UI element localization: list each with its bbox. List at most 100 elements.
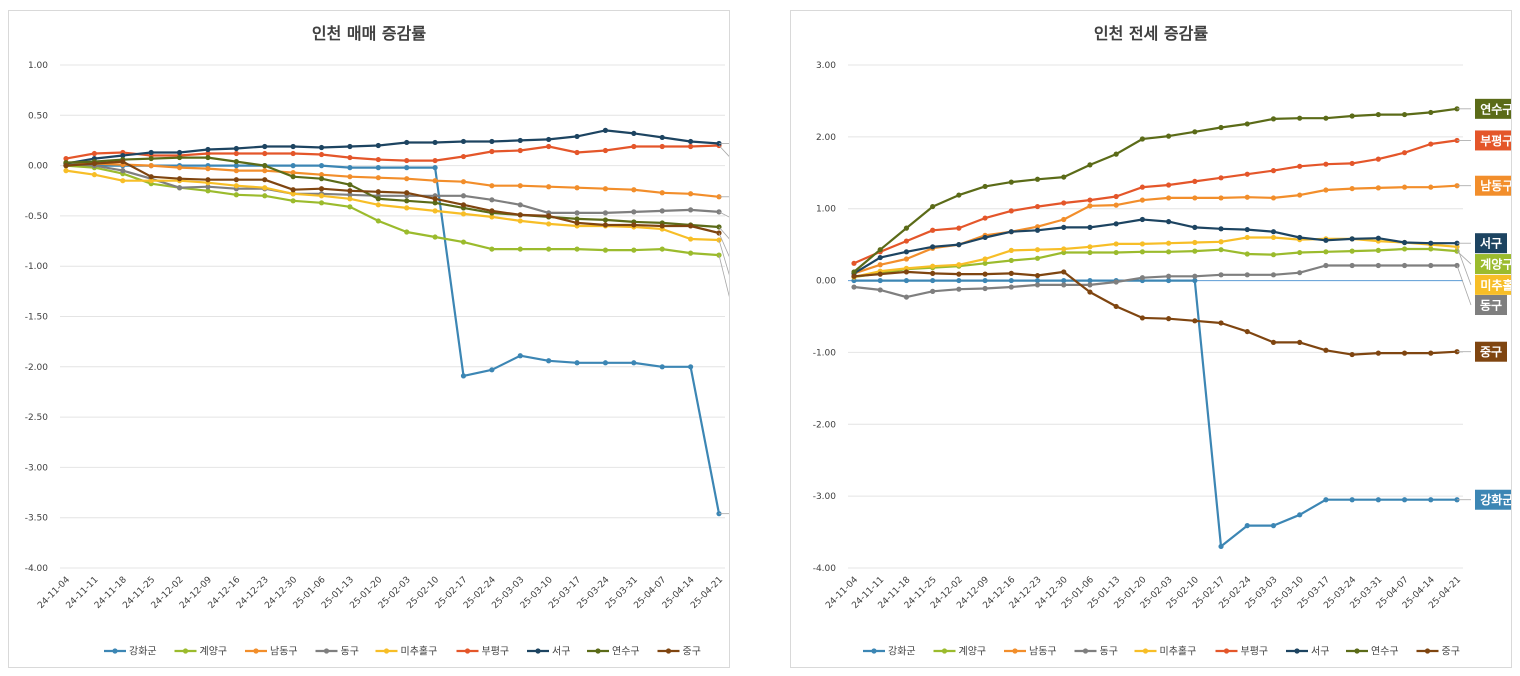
data-point (1139, 136, 1145, 142)
data-point (460, 239, 467, 245)
data-point (574, 220, 580, 226)
legend-entry: 동구 (1100, 646, 1118, 658)
data-point (546, 246, 552, 252)
data-point (1401, 239, 1408, 246)
data-point (148, 178, 154, 184)
data-point (1218, 175, 1224, 181)
data-point (1113, 193, 1119, 200)
data-point (1297, 115, 1303, 121)
legend-marker (1082, 648, 1089, 654)
data-point (1218, 320, 1224, 326)
data-point (1401, 497, 1408, 503)
data-point (659, 223, 665, 229)
leader-line (718, 226, 729, 240)
data-point (489, 367, 495, 373)
data-point (1218, 124, 1224, 131)
data-point (688, 364, 694, 370)
series-end-label: 계양구 (1480, 257, 1511, 272)
data-point (1166, 219, 1172, 225)
data-point (517, 147, 523, 154)
data-point (290, 198, 296, 204)
data-point (1323, 347, 1329, 353)
data-point (1192, 318, 1198, 324)
y-tick-label: -2.00 (25, 363, 49, 373)
jeonse-change-chart: 인천 전세 증감률 3.00 2.00 1.00 0.00 -1.00 -2.00 -3.00… (813, 24, 1511, 658)
data-point (120, 178, 126, 184)
data-point (903, 277, 910, 284)
series-end-label: 강화군 (1480, 492, 1511, 507)
legend-entry: 연수구 (612, 646, 640, 658)
data-point (233, 163, 239, 169)
data-point (982, 260, 988, 266)
data-point (1087, 162, 1093, 168)
data-point (404, 139, 410, 146)
legend-entry: 서구 (1311, 646, 1329, 658)
data-point (1034, 247, 1041, 253)
legend-entry: 중구 (1442, 646, 1460, 658)
legend-entry: 부평구 (1241, 646, 1269, 658)
data-point (1428, 246, 1434, 252)
data-point (1139, 241, 1145, 247)
y-tick-label: -2.00 (813, 420, 837, 430)
data-point (631, 143, 637, 150)
data-point (1375, 350, 1381, 356)
data-point (1428, 240, 1434, 246)
data-point (1034, 282, 1041, 288)
data-point (1139, 197, 1145, 203)
legend-marker (1354, 648, 1360, 654)
data-point (205, 146, 211, 153)
data-point (262, 193, 268, 199)
data-point (1087, 197, 1093, 203)
data-point (1166, 316, 1172, 322)
data-point (375, 202, 381, 208)
data-point (1008, 257, 1014, 264)
data-point (63, 168, 69, 174)
data-point (1087, 282, 1093, 288)
data-point (546, 213, 552, 219)
data-point (375, 156, 381, 163)
data-point (1244, 121, 1250, 127)
data-point (432, 165, 438, 171)
data-point (1375, 111, 1381, 118)
data-point (347, 196, 353, 202)
data-point (205, 150, 211, 157)
data-point (176, 185, 183, 191)
data-point (489, 197, 495, 203)
data-point (1139, 216, 1145, 223)
data-point (347, 154, 353, 161)
data-point (318, 163, 325, 169)
data-point (574, 360, 580, 366)
data-point (903, 294, 910, 300)
y-tick-label: 0.50 (28, 111, 48, 121)
data-point (602, 186, 609, 192)
sales-change-chart-panel: 인천 매매 증감률 1.00 0.50 0.00 -0.50 -1.00 -1.50 -2.0… (8, 10, 730, 668)
data-point (1061, 282, 1067, 288)
data-point (930, 244, 936, 250)
data-point (1139, 184, 1145, 190)
data-point (982, 271, 988, 277)
data-point (1375, 262, 1381, 269)
data-point (1113, 151, 1119, 157)
data-point (1375, 497, 1381, 503)
series-end-label-bg (1475, 295, 1507, 316)
data-point (602, 360, 609, 366)
data-point (982, 183, 988, 190)
data-point (1008, 277, 1014, 284)
legend-entry: 미추홀구 (1160, 645, 1197, 658)
data-point (546, 184, 552, 190)
data-point (176, 165, 183, 171)
data-point (1349, 248, 1355, 254)
data-point (1428, 184, 1434, 190)
data-point (148, 174, 154, 180)
data-point (659, 246, 665, 252)
data-point (877, 277, 883, 284)
data-point (1113, 303, 1119, 310)
legend-entry: 중구 (683, 646, 701, 658)
data-point (347, 192, 353, 198)
data-point (404, 157, 410, 164)
data-point (1166, 195, 1172, 201)
data-point (290, 170, 296, 176)
data-point (956, 192, 962, 198)
data-point (1113, 249, 1119, 256)
data-point (1113, 241, 1119, 247)
